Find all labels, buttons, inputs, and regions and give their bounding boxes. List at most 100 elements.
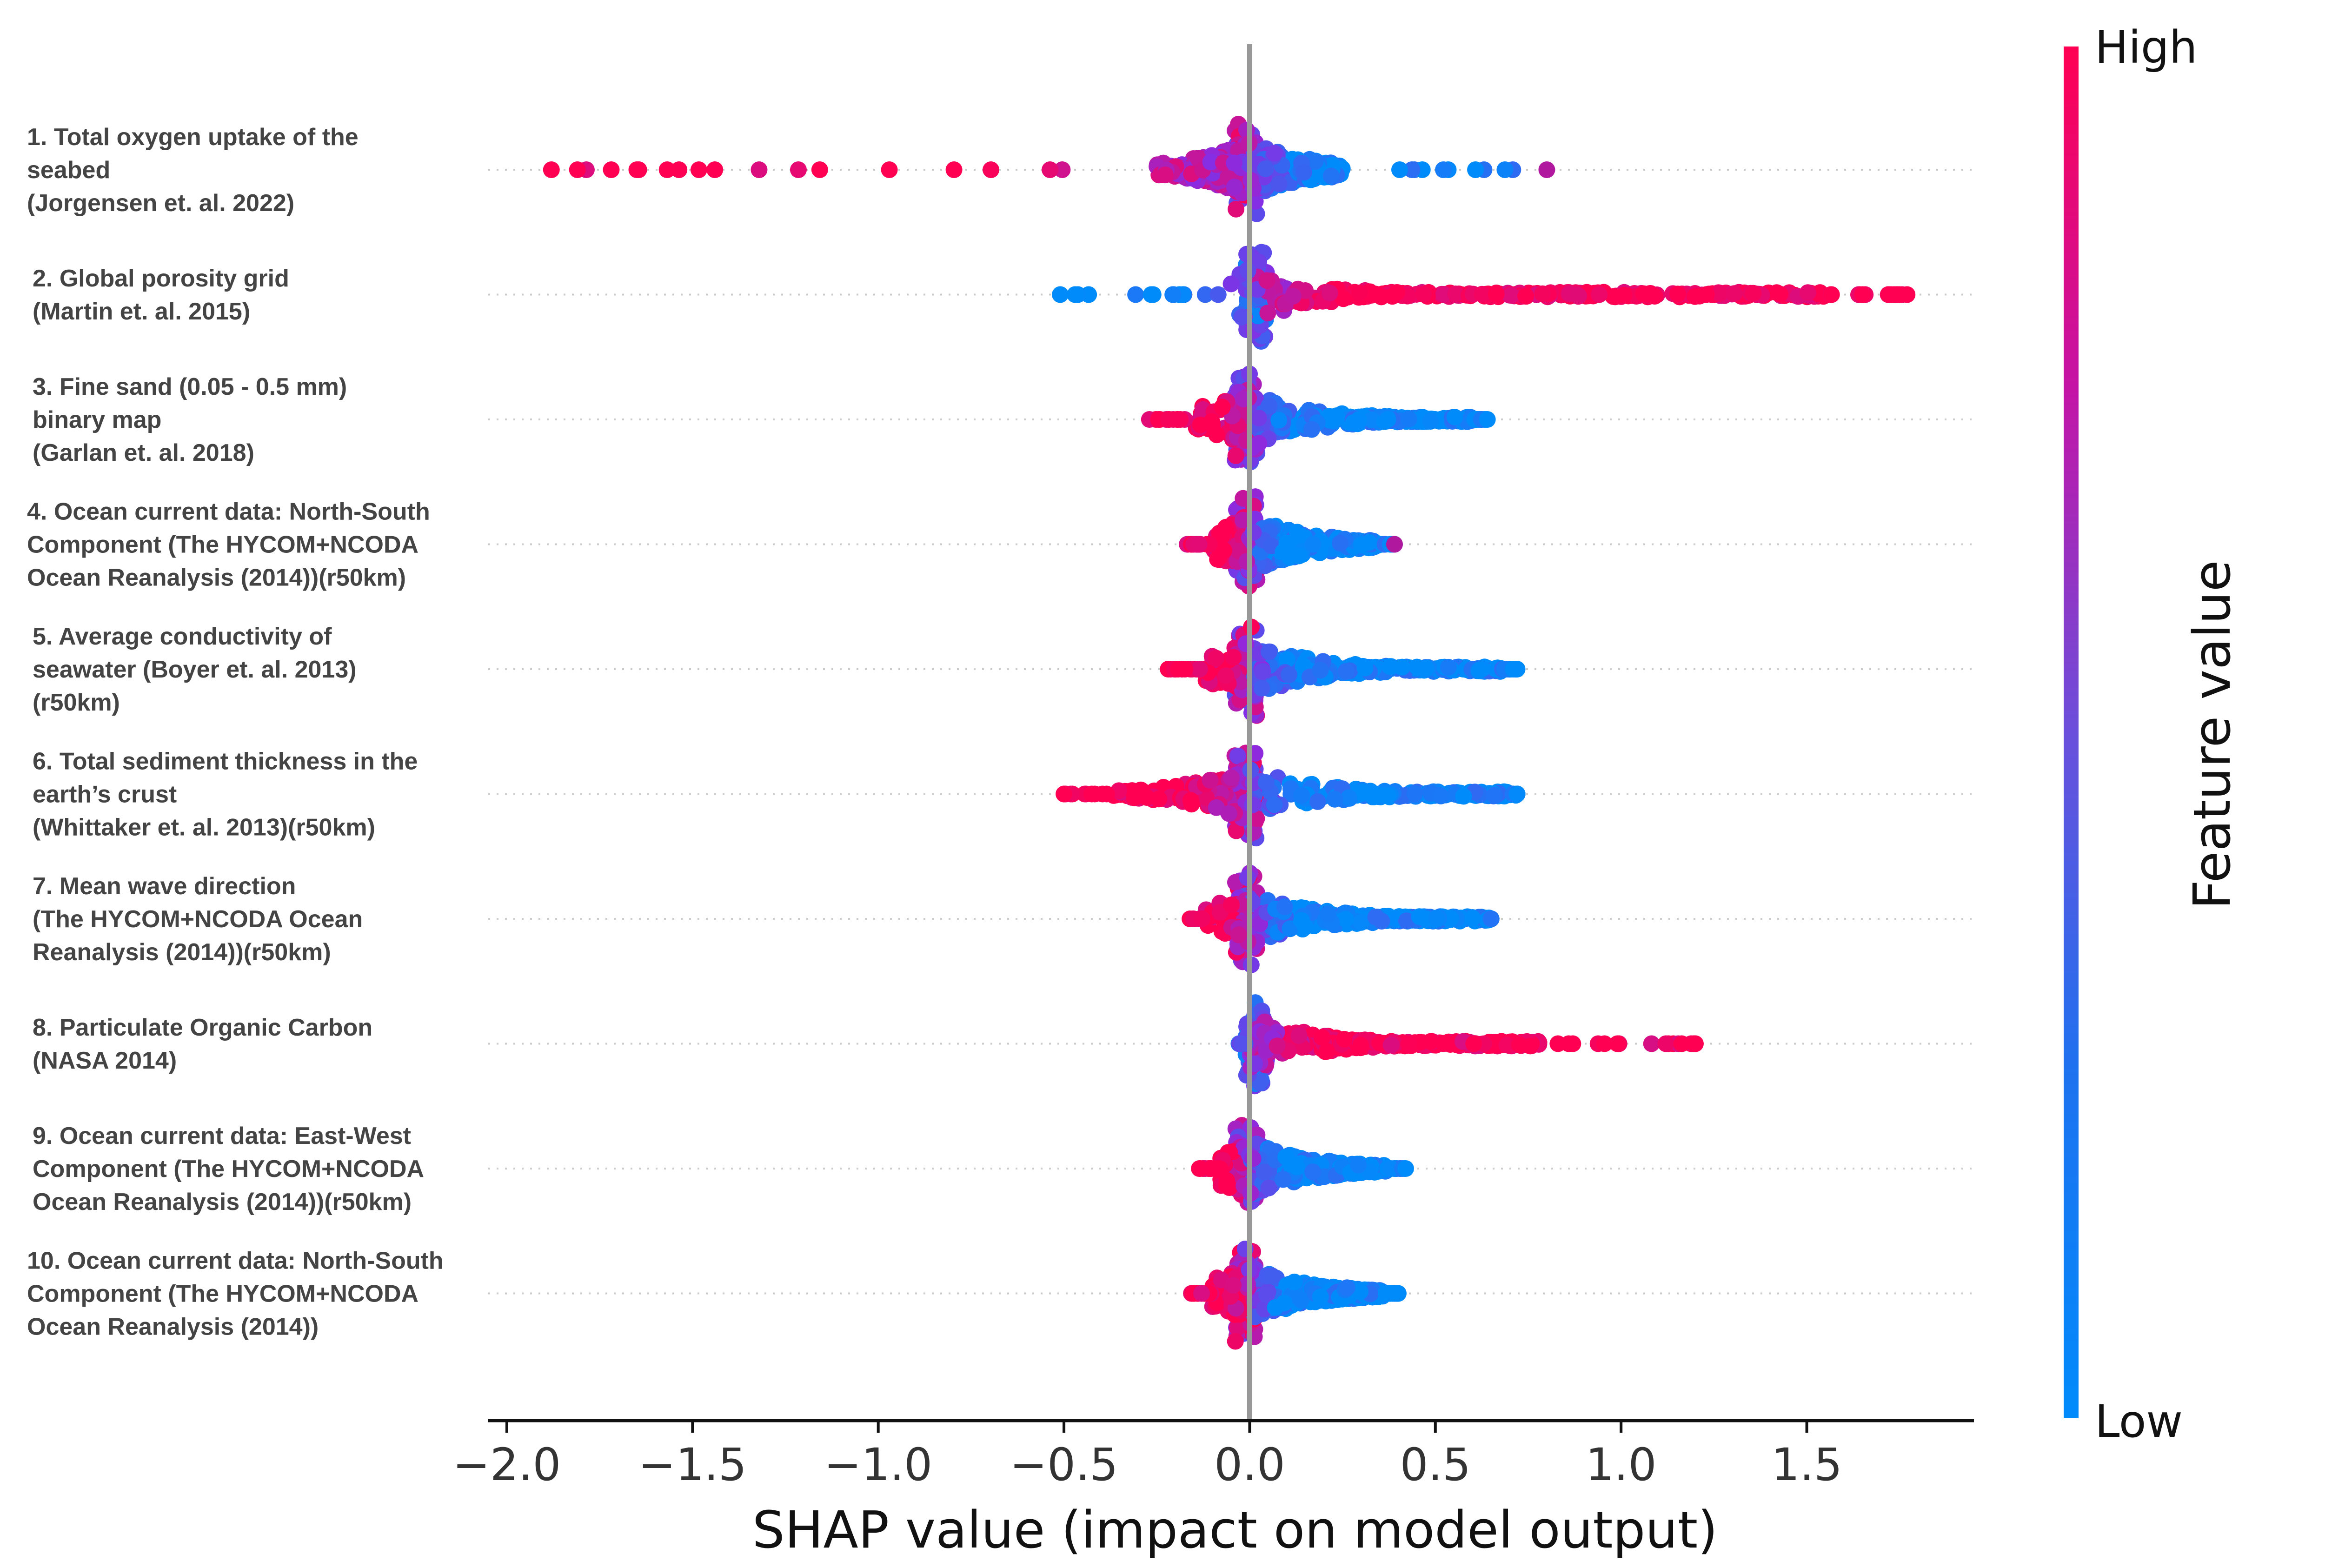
shap-point <box>1467 161 1484 178</box>
shap-point <box>1250 409 1267 426</box>
shap-point <box>1309 793 1326 810</box>
x-tick-label: −2.0 <box>452 1439 561 1491</box>
shap-outlier-point <box>1609 1035 1626 1052</box>
shap-point <box>1270 175 1288 193</box>
shap-point <box>1326 791 1343 808</box>
shap-point <box>1517 287 1534 305</box>
shap-point <box>1160 411 1177 428</box>
shap-outlier-point <box>1052 286 1069 303</box>
shap-outlier-point <box>1056 785 1073 803</box>
feature-label-line: 7. Mean wave direction <box>33 873 296 900</box>
shap-point <box>1314 1029 1331 1046</box>
shap-point <box>1202 771 1219 789</box>
shap-point <box>1726 285 1743 302</box>
shap-point <box>1307 153 1324 170</box>
shap-point <box>811 161 828 178</box>
shap-point <box>1337 910 1354 928</box>
shap-point <box>1372 787 1389 804</box>
shap-point <box>1498 1036 1515 1054</box>
feature-rows <box>488 116 1974 1350</box>
shap-point <box>1596 1035 1613 1052</box>
shap-point <box>1225 1276 1242 1294</box>
shap-point <box>1244 796 1261 813</box>
feature-row-5 <box>488 618 1974 724</box>
feature-label-line: (Garlan et. al. 2018) <box>33 439 254 466</box>
shap-point <box>1295 164 1312 181</box>
shap-point <box>1435 1035 1452 1052</box>
shap-point <box>1327 410 1344 427</box>
shap-point <box>1293 912 1310 929</box>
shap-point <box>1257 160 1274 177</box>
shap-point <box>1248 205 1265 222</box>
shap-point <box>690 161 707 178</box>
shap-point <box>1464 910 1481 927</box>
shap-point <box>1213 528 1230 545</box>
shap-point <box>1406 785 1423 802</box>
shap-point <box>1263 1267 1281 1284</box>
shap-point <box>1304 1163 1322 1181</box>
shap-outlier-point <box>1389 1285 1407 1302</box>
shap-point <box>1508 785 1526 803</box>
shap-point <box>1669 286 1686 303</box>
shap-point <box>1657 1035 1674 1052</box>
feature-label-line: earth’s crust <box>33 781 177 808</box>
shap-outlier-point <box>628 161 645 178</box>
shap-point <box>1591 286 1608 303</box>
shap-point <box>1474 286 1491 303</box>
shap-point <box>751 161 768 178</box>
shap-point <box>1455 788 1472 805</box>
shap-point <box>1607 288 1624 306</box>
colorbar: High Low Feature value <box>2064 21 2242 1448</box>
shap-point <box>1267 1299 1284 1316</box>
feature-label-line: (The HYCOM+NCODA Ocean <box>33 906 363 933</box>
shap-point <box>1338 1279 1355 1296</box>
shap-point <box>1799 284 1816 301</box>
feature-row-3 <box>488 365 1974 471</box>
feature-label-line: seawater (Boyer et. al. 2013) <box>33 656 357 683</box>
shap-point <box>1381 658 1398 675</box>
x-axis-title: SHAP value (impact on model output) <box>752 1500 1718 1560</box>
shap-point <box>1373 288 1390 306</box>
shap-point <box>1260 1179 1277 1196</box>
feature-label-line: 4. Ocean current data: North-South <box>27 498 430 525</box>
shap-point <box>1286 1273 1303 1290</box>
shap-point <box>1534 285 1551 302</box>
shap-point <box>1258 1286 1275 1303</box>
feature-label-line: seabed <box>27 157 110 184</box>
shap-point <box>1228 822 1245 839</box>
feature-label-line: (Jorgensen et. al. 2022) <box>27 190 294 217</box>
shap-point <box>1234 1035 1251 1052</box>
shap-point <box>1282 1155 1299 1172</box>
shap-point <box>1422 1033 1439 1050</box>
feature-row-10 <box>488 1240 1974 1350</box>
x-axis: −2.0 −1.5 −1.0 −0.5 0.0 0.5 1.0 1.5 <box>452 1419 1974 1491</box>
shap-point <box>1379 411 1396 428</box>
shap-point <box>1229 1319 1246 1336</box>
shap-point <box>1442 910 1459 927</box>
shap-point <box>1233 308 1250 326</box>
shap-point <box>1319 905 1336 923</box>
shap-point <box>1417 659 1435 677</box>
shap-point <box>1254 663 1271 680</box>
shap-point <box>1150 791 1168 808</box>
shap-point <box>1226 179 1243 196</box>
feature-label-line: (NASA 2014) <box>33 1047 177 1074</box>
x-tick-label: −1.5 <box>638 1439 747 1491</box>
shap-point <box>1440 658 1457 676</box>
shap-point <box>1312 1288 1329 1305</box>
shap-point <box>1391 161 1408 178</box>
shap-outlier-point <box>1508 661 1526 678</box>
shap-point <box>1312 662 1329 679</box>
shap-point <box>1208 650 1225 667</box>
shap-point <box>1126 789 1143 806</box>
feature-label-line: (r50km) <box>33 689 120 716</box>
shap-outlier-point <box>569 161 586 178</box>
shap-point <box>1303 421 1320 438</box>
shap-point <box>1054 161 1071 178</box>
shap-point <box>1363 412 1381 429</box>
shap-point <box>1191 661 1208 678</box>
shap-point <box>1511 1036 1528 1053</box>
colorbar-gradient <box>2064 47 2079 1418</box>
feature-label-line: Component (The HYCOM+NCODA <box>27 532 418 558</box>
x-tick-label: 1.0 <box>1586 1439 1657 1491</box>
